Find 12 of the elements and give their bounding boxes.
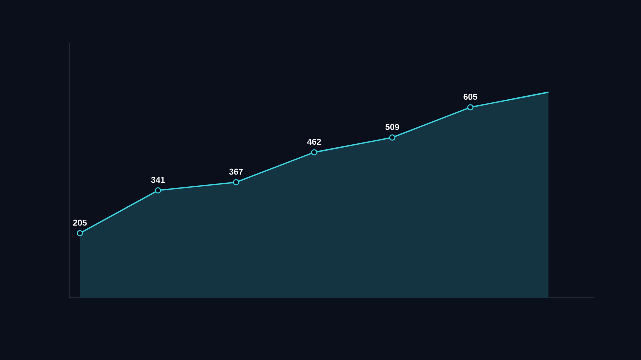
- data-label: 341: [151, 177, 166, 184]
- point: [155, 188, 162, 194]
- point: [233, 179, 240, 186]
- data-label: 605: [464, 94, 478, 100]
- data-label: 205: [73, 220, 87, 226]
- point: [311, 149, 318, 156]
- point: [389, 134, 396, 141]
- data-label: 462: [307, 139, 322, 146]
- point: [77, 230, 84, 237]
- data-label: 367: [229, 168, 244, 175]
- data-label: 509: [386, 124, 400, 130]
- point: [468, 104, 474, 111]
